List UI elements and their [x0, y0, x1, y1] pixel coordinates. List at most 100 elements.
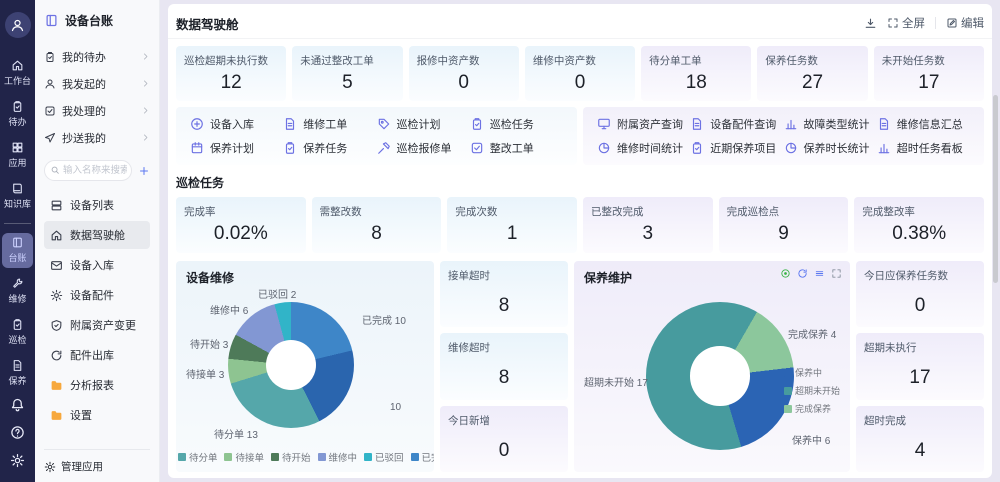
shortcut-抄送我的[interactable]: 抄送我的 [44, 124, 150, 151]
quick-action-设备配件查询[interactable]: 设备配件查询 [690, 116, 783, 132]
legend-item[interactable]: 待开始 [270, 450, 311, 464]
fullscreen-button[interactable]: 全屏 [887, 15, 925, 31]
clipboard-icon [11, 318, 24, 331]
quick-action-附属资产查询[interactable]: 附属资产查询 [597, 116, 690, 132]
quick-action-维修工单[interactable]: 维修工单 [283, 116, 376, 132]
check-square-icon [44, 105, 56, 117]
manage-app-button[interactable]: 管理应用 [44, 449, 150, 474]
rail-item-知识库[interactable]: 知识库 [2, 179, 33, 214]
rail-item-维修[interactable]: 维修 [2, 274, 33, 309]
stat-card: 待分单工单 18 [641, 46, 752, 101]
legend-item[interactable]: 完成保养 [783, 402, 840, 415]
refresh-icon[interactable] [797, 268, 808, 279]
sidebar-item-数据驾驶舱[interactable]: 数据驾驶舱 [44, 221, 150, 249]
gear-icon[interactable] [10, 453, 25, 468]
shortcut-我处理的[interactable]: 我处理的 [44, 97, 150, 124]
quick-action-保养时长统计[interactable]: 保养时长统计 [784, 140, 877, 156]
stat-value: 9 [778, 223, 789, 244]
quick-action-label: 保养计划 [210, 143, 254, 155]
legend-item[interactable]: 已完成 [410, 450, 434, 464]
edit-label: 编辑 [961, 18, 984, 30]
quick-action-巡检报修单[interactable]: 巡检报修单 [377, 140, 470, 156]
menu-icon[interactable] [814, 268, 825, 279]
avatar[interactable] [4, 12, 31, 38]
download-icon[interactable] [864, 17, 877, 30]
legend-item[interactable]: 保养中 [783, 366, 840, 379]
timer-icon[interactable] [780, 268, 791, 279]
sidebar-item-设备配件[interactable]: 设备配件 [44, 281, 150, 309]
quick-action-维修时间统计[interactable]: 维修时间统计 [597, 140, 690, 156]
add-icon[interactable] [138, 165, 150, 177]
chart-bar-icon [877, 141, 891, 155]
book-icon [11, 182, 24, 195]
rail-item-巡检[interactable]: 巡检 [2, 315, 33, 350]
stat-card: 完成次数 1 [447, 197, 577, 253]
sidebar-item-设备入库[interactable]: 设备入库 [44, 251, 150, 279]
quick-actions-left-card: 设备入库 维修工单 巡检计划 巡检任务保养计划 保养任务 巡检报修单 整改工单 [176, 107, 577, 165]
quick-action-巡检计划[interactable]: 巡检计划 [377, 116, 470, 132]
ledger-icon [44, 13, 59, 28]
stat-value: 8 [498, 295, 510, 316]
quick-action-label: 故障类型统计 [803, 119, 870, 131]
rail-item-保养[interactable]: 保养 [2, 356, 33, 391]
app-title-label: 设备台账 [65, 14, 114, 28]
search-input[interactable] [44, 160, 132, 181]
sidebar-item-分析报表[interactable]: 分析报表 [44, 371, 150, 399]
stat-card: 完成率 0.02% [176, 197, 306, 253]
sidebar-item-设置[interactable]: 设置 [44, 401, 150, 429]
pie-callout: 超期未开始 17 [584, 378, 648, 389]
chevron-right-icon [141, 133, 150, 142]
home-icon [11, 59, 24, 72]
donut-hole [690, 346, 750, 406]
quick-action-设备入库[interactable]: 设备入库 [190, 116, 283, 132]
legend-swatch [224, 453, 233, 461]
doc-icon [11, 359, 24, 372]
quick-action-保养计划[interactable]: 保养计划 [190, 140, 283, 156]
sidebar-item-附属资产变更[interactable]: 附属资产变更 [44, 311, 150, 339]
legend-item[interactable]: 维修中 [317, 450, 357, 464]
rail-item-label: 维修 [8, 294, 27, 304]
stat-value: 27 [801, 72, 824, 93]
sidebar-item-设备列表[interactable]: 设备列表 [44, 191, 150, 219]
quick-action-超时任务看板[interactable]: 超时任务看板 [877, 140, 970, 156]
rail-item-台账[interactable]: 台账 [2, 233, 33, 268]
legend-item[interactable]: 超期未开始 [783, 384, 840, 397]
clipboard-icon [44, 51, 56, 63]
bell-icon[interactable] [10, 397, 25, 412]
legend-item[interactable]: 已驳回 [364, 450, 404, 464]
shortcut-label: 我处理的 [62, 105, 106, 118]
fullscreen-icon[interactable] [831, 268, 842, 279]
edit-button[interactable]: 编辑 [946, 15, 984, 31]
legend-item[interactable]: 待分单 [177, 450, 217, 464]
rail-item-待办[interactable]: 待办 [2, 97, 33, 132]
stat-card: 报修中资产数 0 [408, 46, 519, 101]
quick-action-巡检任务[interactable]: 巡检任务 [470, 116, 563, 132]
fullscreen-icon [887, 17, 899, 29]
stat-label: 完成次数 [455, 206, 498, 218]
rail-item-应用[interactable]: 应用 [2, 138, 33, 173]
stat-value: 0 [458, 72, 469, 93]
shortcut-我发起的[interactable]: 我发起的 [44, 70, 150, 97]
quick-action-整改工单[interactable]: 整改工单 [470, 140, 563, 156]
help-icon[interactable] [10, 425, 25, 440]
stat-value: 8 [371, 223, 382, 244]
quick-action-故障类型统计[interactable]: 故障类型统计 [784, 116, 877, 132]
rail-item-label: 知识库 [3, 199, 31, 209]
quick-action-维修信息汇总[interactable]: 维修信息汇总 [877, 116, 970, 132]
scrollbar-thumb[interactable] [993, 95, 998, 283]
sidebar-item-配件出库[interactable]: 配件出库 [44, 341, 150, 369]
rail-item-label: 待办 [8, 117, 27, 127]
legend-item[interactable]: 待接单 [224, 450, 264, 464]
repair-donut-chart [228, 302, 354, 428]
maintenance-card-tools [780, 268, 842, 279]
shortcut-我的待办[interactable]: 我的待办 [44, 43, 150, 70]
sidebar-item-label: 数据驾驶舱 [70, 230, 125, 242]
quick-action-近期保养项目[interactable]: 近期保养项目 [690, 140, 783, 156]
legend-swatch [783, 404, 792, 413]
stat-label: 超时完成 [864, 414, 906, 427]
divider [168, 38, 992, 39]
quick-action-保养任务[interactable]: 保养任务 [283, 140, 376, 156]
rail-item-工作台[interactable]: 工作台 [2, 56, 33, 91]
search-icon [50, 165, 60, 175]
